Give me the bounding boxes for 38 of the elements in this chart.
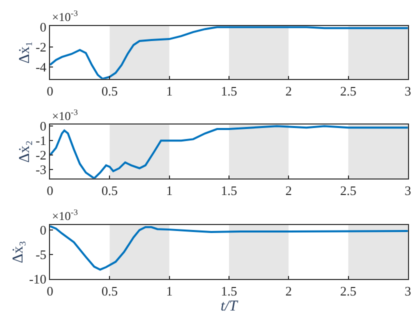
x-tick-label: 3 <box>404 283 412 298</box>
y-tick-label: -1 <box>36 133 46 148</box>
x-tick-label: 1 <box>166 182 173 198</box>
y-tick-label: -4 <box>36 59 47 74</box>
x-tick-label: 1.5 <box>220 182 238 198</box>
x-tick-label: 2 <box>285 283 292 298</box>
x-tick-label: 0.5 <box>102 283 118 298</box>
line-series <box>50 26 408 79</box>
y-axis-title: Δẋ₁ <box>16 41 33 64</box>
y-tick-label: 0 <box>40 222 46 238</box>
x-tick-label: 2.5 <box>340 83 356 98</box>
x-tick-label: 2.5 <box>340 182 356 198</box>
text: ×10$^{-3}$ <box>52 208 78 224</box>
x-tick-label: 2 <box>285 182 292 198</box>
x-tick-label: 0.5 <box>102 83 118 98</box>
x-axis-title: t/T <box>220 298 239 314</box>
y-tick-label: -5 <box>36 247 46 262</box>
x-tick-label: 1 <box>166 283 173 298</box>
x-tick-label: 2 <box>285 83 292 98</box>
text: ×10$^{-3}$ <box>52 108 78 124</box>
y-tick-label: -10 <box>29 271 46 286</box>
x-tick-label: 1.5 <box>220 83 238 98</box>
line-series <box>50 125 408 178</box>
text: ×10$^{-3}$ <box>52 9 78 24</box>
y-tick-label: -3 <box>36 162 46 178</box>
x-tick-label: 3 <box>404 182 412 198</box>
x-tick-label: 2.5 <box>340 283 356 298</box>
y-tick-label: -2 <box>36 148 46 163</box>
x-tick-label: 1 <box>166 83 173 98</box>
y-tick-label: 0 <box>40 20 46 35</box>
y-tick-label: -2 <box>36 40 46 55</box>
y-tick-label: 0 <box>40 118 46 134</box>
x-tick-label: 3 <box>404 83 412 98</box>
y-axis-title: Δẋ₂ <box>16 140 33 163</box>
line-series <box>50 225 408 271</box>
x-tick-label: 0.5 <box>102 182 118 198</box>
y-axis-title: Δẋ₃ <box>10 240 26 264</box>
x-tick-label: 1.5 <box>220 283 238 298</box>
